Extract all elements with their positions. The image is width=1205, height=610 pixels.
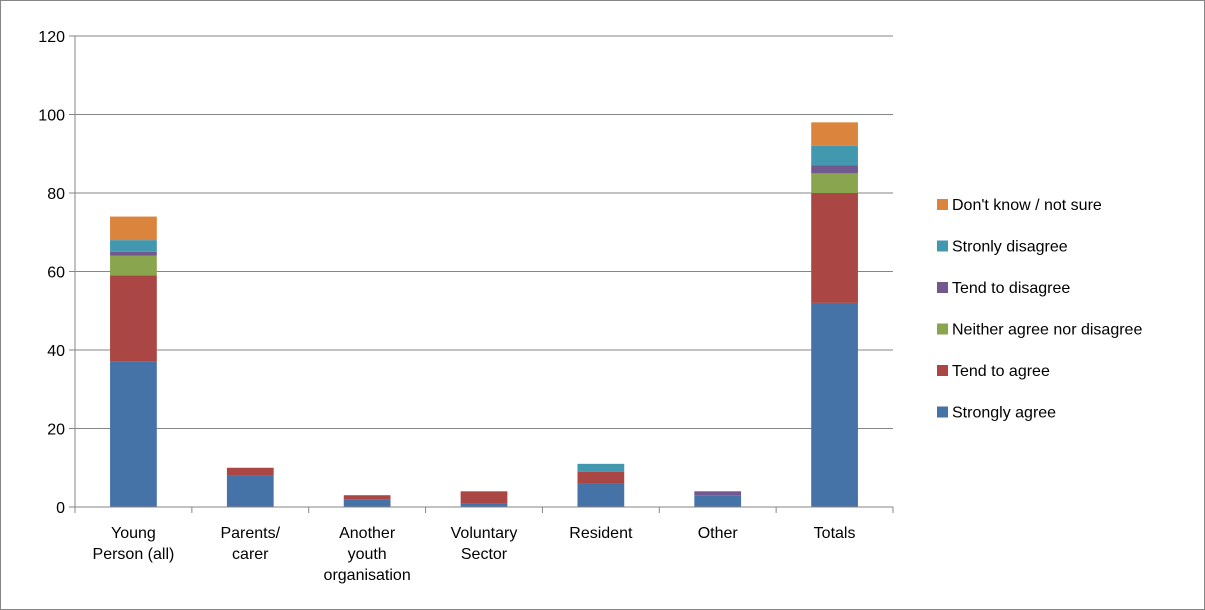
axis-labels: 0 20 40 60 80 100 120 Young Person (all) Parents/… <box>38 29 855 584</box>
legend-item-tend-to-disagree: Tend to disagree <box>937 280 1070 297</box>
x-category-label: Parents/carer <box>220 525 280 563</box>
bar-parents-carer-strongly-agree <box>226 475 274 507</box>
x-category-label: Resident <box>569 525 633 542</box>
legend-item-neither-agree-nor-disagree: Neither agree nor disagree <box>937 322 1142 339</box>
bar-resident-tend-to-agree <box>577 471 625 484</box>
legend-item-strongly-agree: Strongly agree <box>937 405 1056 422</box>
y-tick-label: 100 <box>38 108 65 125</box>
bar-other-tend-to-disagree <box>694 491 742 496</box>
legend-label: Strongly agree <box>952 405 1056 422</box>
legend-label: Neither agree nor disagree <box>952 322 1142 339</box>
bars <box>110 122 858 507</box>
legend: Don't know / not sure Stronly disagree Ten… <box>937 197 1142 422</box>
legend-label: Don't know / not sure <box>952 197 1102 214</box>
y-tick-label: 20 <box>47 422 65 439</box>
y-tick-label: 40 <box>47 343 65 360</box>
x-category-label: Totals <box>814 525 856 542</box>
legend-item-tend-to-agree: Tend to agree <box>937 363 1050 380</box>
legend-label: Tend to disagree <box>952 280 1070 297</box>
y-tick-label: 60 <box>47 265 65 282</box>
y-tick-label: 120 <box>38 29 65 46</box>
legend-swatch <box>937 323 948 335</box>
bar-another-youth-organisation-strongly-agree <box>343 499 391 507</box>
legend-item-stronly-disagree: Stronly disagree <box>937 239 1068 256</box>
legend-item-don-t-know-not-sure: Don't know / not sure <box>937 197 1102 214</box>
bar-totals-don-t-know-not-sure <box>811 122 858 146</box>
bar-voluntary-sector-tend-to-agree <box>460 491 508 504</box>
bar-parents-carer-tend-to-agree <box>226 467 274 476</box>
y-tick-label: 80 <box>47 186 65 203</box>
bar-totals-stronly-disagree <box>811 145 858 166</box>
x-category-label: Other <box>698 525 739 542</box>
bar-young-person-all-stronly-disagree <box>110 240 157 252</box>
legend-label: Stronly disagree <box>952 239 1068 256</box>
bar-young-person-all-tend-to-disagree <box>110 251 157 256</box>
bar-resident-stronly-disagree <box>577 463 625 472</box>
bar-totals-tend-to-disagree <box>811 165 858 174</box>
legend-label: Tend to agree <box>952 363 1050 380</box>
bar-resident-strongly-agree <box>577 483 625 507</box>
bar-voluntary-sector-strongly-agree <box>460 503 508 507</box>
x-category-label: Young Person (all) <box>93 525 175 563</box>
bar-young-person-all-don-t-know-not-sure <box>110 216 157 241</box>
legend-swatch <box>937 406 948 418</box>
x-category-label: Voluntary Sector <box>451 525 518 563</box>
x-category-label: Another youth organisation <box>324 525 411 584</box>
bar-totals-strongly-agree <box>811 302 858 507</box>
axes <box>69 35 894 513</box>
bar-young-person-all-tend-to-agree <box>110 275 157 362</box>
bar-other-strongly-agree <box>694 495 742 507</box>
bar-totals-tend-to-agree <box>811 193 858 303</box>
bar-totals-neither-agree-nor-disagree <box>811 173 858 193</box>
bar-another-youth-organisation-tend-to-agree <box>343 495 391 500</box>
y-tick-label: 0 <box>56 500 65 517</box>
bar-young-person-all-strongly-agree <box>110 361 157 507</box>
legend-swatch <box>937 282 948 293</box>
bar-young-person-all-neither-agree-nor-disagree <box>110 255 157 276</box>
gridlines <box>75 35 893 429</box>
legend-swatch <box>937 240 948 252</box>
legend-swatch <box>937 365 948 376</box>
legend-swatch <box>937 199 948 210</box>
